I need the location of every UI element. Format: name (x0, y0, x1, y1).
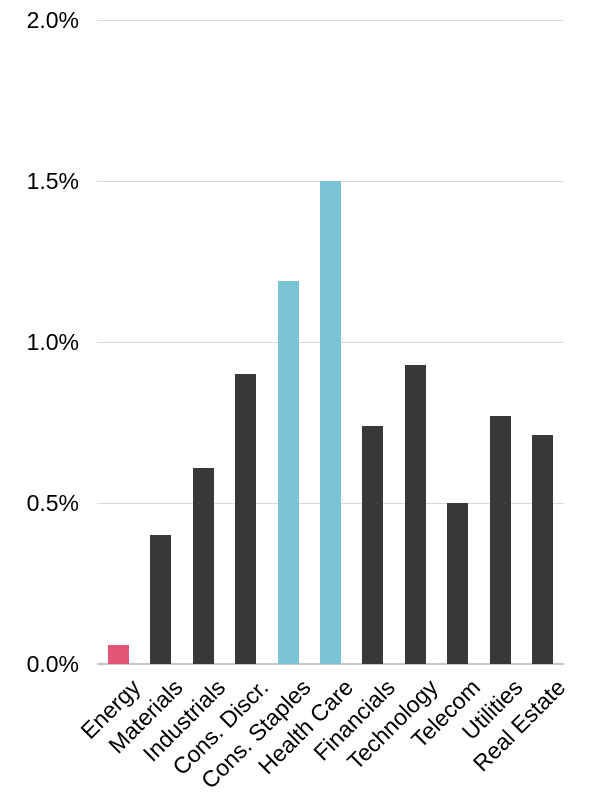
bar-cons-discr- (235, 374, 257, 664)
bar-technology (404, 364, 426, 664)
y-axis-tick-label: 1.0% (26, 329, 79, 355)
bar-real-estate (532, 435, 554, 664)
bar-materials (150, 535, 172, 664)
gridline-2 (97, 20, 564, 21)
bar-cons-staples (277, 280, 299, 664)
bar-utilities (489, 416, 511, 664)
bar-telecom (447, 503, 469, 664)
bar-energy (107, 644, 129, 664)
y-axis-tick-label: 2.0% (26, 7, 79, 33)
y-axis-tick-label: 1.5% (26, 168, 79, 194)
bar-industrials (192, 467, 214, 664)
y-axis-tick-label: 0.5% (26, 490, 79, 516)
plot-area (97, 20, 564, 665)
bar-health-care (320, 181, 341, 664)
x-axis-line (97, 663, 564, 665)
bar-financials (362, 425, 384, 664)
y-axis-tick-label: 0.0% (26, 651, 79, 677)
